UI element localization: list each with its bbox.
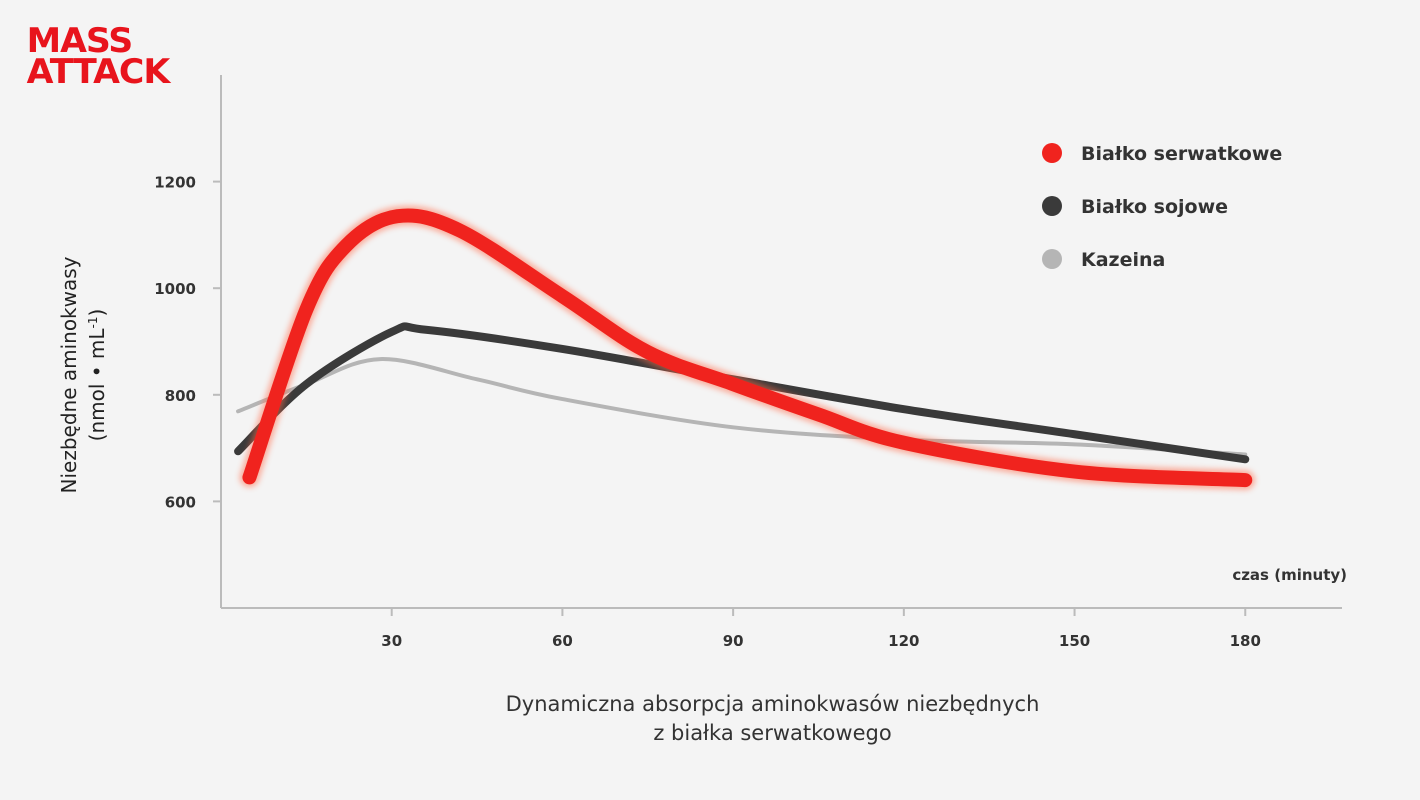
x-tick-label: 60 bbox=[552, 632, 573, 650]
caption-line1: Dynamiczna absorpcja aminokwasów niezbęd… bbox=[505, 692, 1040, 716]
legend-label: Białko sojowe bbox=[1081, 196, 1228, 218]
caption-line2: z białka serwatkowego bbox=[653, 721, 892, 745]
mass-attack-logo: MASS ATTACK bbox=[26, 21, 171, 92]
legend-label: Białko serwatkowe bbox=[1081, 143, 1282, 165]
x-tick-label: 150 bbox=[1059, 632, 1090, 650]
legend-marker bbox=[1042, 143, 1062, 163]
x-tick-label: 120 bbox=[888, 632, 919, 650]
y-tick-label: 600 bbox=[165, 493, 196, 511]
legend-marker bbox=[1042, 196, 1062, 216]
x-axis-label: czas (minuty) bbox=[1232, 566, 1347, 584]
chart-caption: Dynamiczna absorpcja aminokwasów niezbęd… bbox=[0, 690, 1420, 748]
series-group bbox=[234, 205, 1256, 491]
x-tick-label: 180 bbox=[1230, 632, 1261, 650]
y-tick-label: 1200 bbox=[154, 174, 196, 192]
y-axis-label-line2: (nmol • mL-1) bbox=[85, 309, 109, 442]
x-tick-label: 30 bbox=[381, 632, 402, 650]
logo-line1: MASS bbox=[26, 21, 134, 61]
y-tick-label: 1000 bbox=[154, 280, 196, 298]
legend-label: Kazeina bbox=[1081, 249, 1165, 271]
y-tick-label: 800 bbox=[165, 387, 196, 405]
logo-line2: ATTACK bbox=[26, 52, 171, 92]
legend: Białko serwatkowe Białko sojowe Kazeina bbox=[1042, 143, 1282, 271]
series-line-bia-ko-sojowe bbox=[234, 322, 1250, 464]
y-axis-label-line1: Niezbędne aminokwasy bbox=[57, 256, 81, 493]
legend-marker bbox=[1042, 249, 1062, 269]
series-line-bia-ko-serwatkowe bbox=[242, 208, 1253, 488]
x-tick-label: 90 bbox=[723, 632, 744, 650]
series-line-kazeina bbox=[236, 357, 1248, 457]
axes: 600 800 1000 1200 30 60 90 120 150 180 bbox=[154, 75, 1342, 650]
